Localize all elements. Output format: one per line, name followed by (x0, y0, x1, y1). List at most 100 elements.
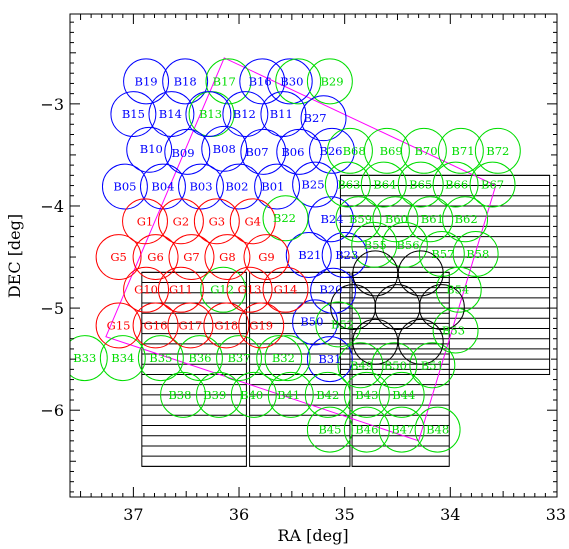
field-circle-b40 (230, 371, 277, 418)
field-circle-b23 (321, 232, 368, 278)
field-circle-b25 (292, 161, 339, 208)
field-label-b04-19: B04 (151, 180, 174, 194)
field-circle-b22 (262, 195, 309, 242)
field-label-b22-40: B22 (273, 211, 296, 225)
field-label-g15-86: G15 (107, 318, 131, 332)
field-circle-g11 (157, 266, 204, 313)
field-label-b38-61: B38 (168, 388, 191, 402)
field-label-b30-4: B30 (280, 74, 303, 88)
field-circle-b51 (409, 342, 456, 389)
field-label-b41-64: B41 (277, 388, 300, 402)
field-label-b14-7: B14 (159, 107, 182, 121)
field-circle-b26 (309, 127, 355, 174)
field-label-b45-68: B45 (318, 423, 341, 437)
field-circle-b45 (306, 406, 353, 453)
field-label-b01-22: B01 (261, 180, 284, 194)
field-circle-k1 (352, 250, 399, 297)
axis-ticks (70, 14, 557, 497)
field-circle-b06 (276, 128, 323, 175)
field-circle-b41 (267, 371, 314, 418)
field-label-b19-0: B19 (135, 74, 158, 88)
field-circle-b15 (110, 91, 157, 138)
field-label-b13-8: B13 (199, 107, 222, 121)
field-circle-b50g (371, 342, 418, 389)
field-label-b20-27: B20 (319, 283, 342, 297)
survey-grid-4-border (339, 174, 551, 375)
field-circle-k4 (374, 284, 421, 331)
field-label-g10-81: G10 (134, 283, 158, 297)
field-circle-b28 (275, 58, 322, 105)
field-label-b09-13: B09 (171, 146, 194, 160)
x-axis-label: RA [deg] (277, 526, 348, 545)
field-label-b44-67: B44 (392, 388, 415, 402)
field-label-b63-35: B63 (337, 178, 360, 192)
field-circle-b29 (306, 58, 353, 105)
field-label-b43-66: B43 (355, 388, 378, 402)
field-label-b08-14: B08 (213, 142, 236, 156)
field-circle-b20 (310, 267, 357, 314)
field-label-b11-10: B11 (270, 107, 293, 121)
field-circle-b69 (363, 127, 410, 174)
field-circle-b44 (378, 371, 425, 418)
field-circle-b38 (256, 335, 303, 382)
field-label-g1-72: G1 (137, 214, 154, 228)
y-axis-label: DEC [deg] (5, 214, 24, 298)
field-label-g19-90: G19 (249, 318, 273, 332)
field-label-b18-1: B18 (174, 74, 197, 88)
field-label-b39-62: B39 (203, 388, 226, 402)
x-tick-label: 34 (440, 505, 460, 524)
field-label-g11-82: G11 (169, 283, 193, 297)
field-circle-b19 (123, 58, 170, 105)
field-circle-b13b (185, 91, 232, 138)
field-circle-g18 (203, 302, 250, 349)
field-circle-b04 (139, 163, 186, 210)
field-circle-g17 (167, 302, 214, 349)
field-circle-g9 (243, 234, 290, 280)
field-label-g17-88: G17 (179, 318, 203, 332)
field-label-b57-47: B57 (431, 247, 454, 261)
y-tick-label: −6 (40, 401, 64, 420)
field-label-b02-21: B02 (225, 180, 248, 194)
field-circle-k3 (330, 284, 377, 331)
field-circle-b53 (432, 307, 479, 354)
field-circle-g13 (226, 266, 273, 313)
y-tick-label: −3 (40, 95, 64, 114)
field-circle-g6 (132, 234, 179, 280)
field-label-b23-26: B23 (335, 248, 358, 262)
field-circle-g16 (132, 302, 179, 349)
field-label-b12-9: B12 (233, 107, 256, 121)
field-circle-g1 (122, 198, 168, 245)
field-circle-b48 (414, 406, 461, 453)
field-circle-g3 (193, 198, 240, 245)
field-circle-b05 (101, 163, 148, 210)
field-circle-b01 (254, 163, 301, 210)
field-label-b03-20: B03 (189, 180, 212, 194)
field-label-b10-12: B10 (140, 142, 163, 156)
field-circle-b70 (400, 127, 447, 174)
field-circle-g15 (95, 302, 142, 349)
field-circle-b08 (201, 125, 248, 172)
field-circle-b66 (432, 161, 479, 208)
field-circle-g10 (123, 266, 170, 313)
field-label-g4-75: G4 (244, 214, 261, 228)
field-label-b54-49: B54 (446, 283, 469, 297)
field-circle-b62 (442, 196, 489, 243)
field-circle-b32 (264, 335, 311, 382)
field-label-b40-63: B40 (240, 388, 263, 402)
field-circle-b50 (292, 299, 339, 346)
field-label-b48-71: B48 (426, 423, 449, 437)
field-circle-b03 (178, 163, 224, 210)
field-circle-b72 (474, 127, 521, 174)
field-circle-g19 (238, 302, 285, 349)
field-circle-b10 (126, 126, 173, 173)
field-label-b68-30: B68 (343, 144, 366, 158)
field-circle-g2 (157, 198, 204, 245)
field-circle-b63 (324, 161, 371, 208)
field-circle-b42 (304, 371, 351, 418)
field-label-b69-31: B69 (380, 144, 403, 158)
field-label-b21-25: B21 (298, 248, 321, 262)
field-label-g18-89: G18 (214, 318, 238, 332)
x-tick-label: 35 (334, 505, 354, 524)
survey-grid-2-border (249, 271, 351, 467)
field-label-b58-48: B58 (466, 247, 489, 261)
